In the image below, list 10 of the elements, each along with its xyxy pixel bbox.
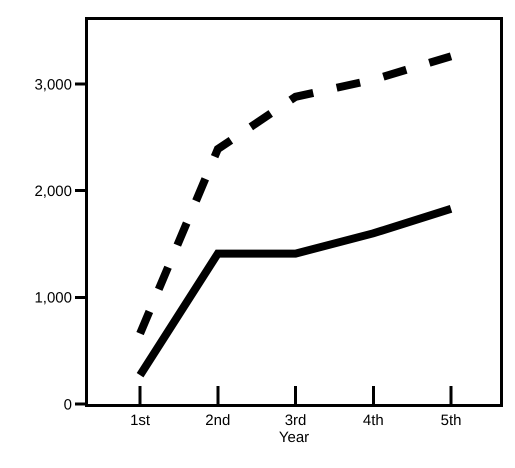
x-axis-title: Year bbox=[278, 429, 310, 446]
x-tick-label: 2nd bbox=[205, 412, 230, 429]
y-tick-label: 3,000 bbox=[34, 76, 72, 94]
x-tick-label: 3rd bbox=[284, 412, 306, 429]
y-tick-label: 2,000 bbox=[34, 182, 72, 200]
x-tick-label: 5th bbox=[440, 412, 462, 429]
y-tick-label: 1,000 bbox=[34, 290, 72, 307]
y-tick-label: 0 bbox=[64, 396, 72, 414]
x-tick-label: 1st bbox=[130, 412, 151, 429]
x-tick-label: 4th bbox=[362, 412, 384, 429]
